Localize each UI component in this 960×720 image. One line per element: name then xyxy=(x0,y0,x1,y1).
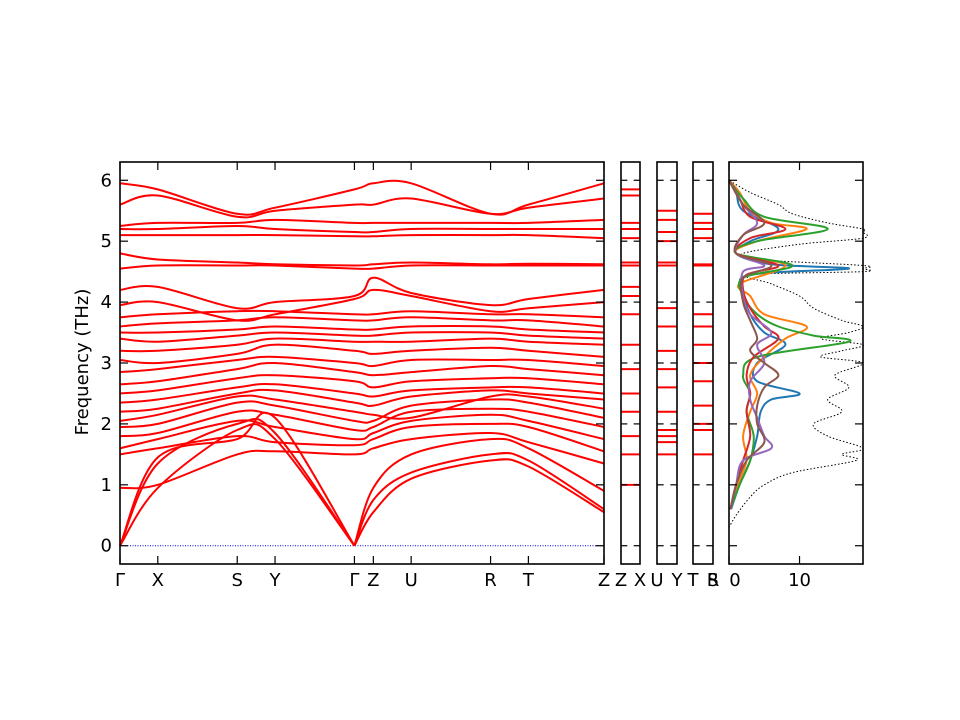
kpoint-label: Γ xyxy=(349,570,359,591)
band-curve-9 xyxy=(119,413,605,450)
band-curve-14 xyxy=(119,382,605,404)
ytick-label: 4 xyxy=(101,292,112,313)
band-curve-26 xyxy=(119,264,604,270)
band-curve-7 xyxy=(119,431,605,490)
partial-dos-curve-3 xyxy=(728,179,852,510)
band-curve-11 xyxy=(119,398,605,428)
band-curve-29 xyxy=(119,225,604,234)
ytick-label: 0 xyxy=(101,536,112,557)
band-curve-18 xyxy=(119,343,605,365)
dos-xtick-label: 10 xyxy=(788,570,811,591)
ytick-label: 1 xyxy=(101,475,112,496)
partial-dos-curve-6 xyxy=(728,179,780,510)
partial-dos-curve-4 xyxy=(728,179,787,510)
kpoint-label: R xyxy=(484,570,497,591)
band-curve-30 xyxy=(119,218,605,227)
dos-curves xyxy=(728,179,872,528)
small-panel-kpoint-label: S xyxy=(707,570,718,591)
ytick-label: 5 xyxy=(101,231,112,252)
band-curve-16 xyxy=(119,361,605,386)
axis-ticks xyxy=(119,162,863,564)
kpoint-label: X xyxy=(152,570,164,591)
kpoint-label: T xyxy=(522,570,535,591)
small-panel-kpoint-label: X xyxy=(634,570,646,591)
band-curve-31 xyxy=(119,194,605,219)
band-curve-19 xyxy=(119,337,605,353)
band-curve-15 xyxy=(119,374,605,395)
band-curve-28 xyxy=(120,233,605,240)
dos-xtick-label: 0 xyxy=(729,570,740,591)
ytick-label: 2 xyxy=(101,414,112,435)
small-panel-kpoint-label: T xyxy=(687,570,700,591)
kpoint-label: Z xyxy=(598,570,610,591)
kpoint-label: Z xyxy=(367,570,379,591)
ytick-label: 6 xyxy=(101,170,112,191)
kpoint-label: Y xyxy=(269,570,282,591)
band-curve-12 xyxy=(119,393,605,422)
small-panel-kpoint-label: Z xyxy=(615,570,627,591)
band-curve-21 xyxy=(119,325,605,334)
band-curve-10 xyxy=(119,407,605,438)
kpoint-label: U xyxy=(405,570,418,591)
y-axis-label: Frequency (THz) xyxy=(72,289,93,436)
ytick-label: 3 xyxy=(101,353,112,374)
small-panel-kpoint-label: R xyxy=(707,570,720,591)
small-panel-kpoint-label: U xyxy=(650,570,663,591)
band-curve-27 xyxy=(119,252,605,267)
band-curve-6 xyxy=(353,437,605,547)
band-curve-17 xyxy=(119,355,605,374)
band-curve-5 xyxy=(353,451,605,547)
kpoint-label: Γ xyxy=(115,570,125,591)
kpoint-label: S xyxy=(232,570,243,591)
band-curve-24 xyxy=(119,288,605,322)
band-curve-32 xyxy=(119,179,605,216)
small-panel-bands xyxy=(621,188,713,486)
band-curves xyxy=(119,179,605,547)
partial-dos-curve-2 xyxy=(728,179,808,510)
band-curve-25 xyxy=(119,276,605,310)
band-curve-3 xyxy=(119,411,356,547)
band-curve-8 xyxy=(119,422,605,456)
small-panel-kpoint-label: Y xyxy=(671,570,684,591)
band-curve-20 xyxy=(119,331,605,343)
band-curve-23 xyxy=(119,309,605,319)
band-curve-4 xyxy=(353,458,605,547)
band-curve-22 xyxy=(119,316,605,328)
total-dos-curve xyxy=(728,179,872,528)
band-curve-13 xyxy=(119,388,605,413)
band-curve-1 xyxy=(119,423,356,547)
